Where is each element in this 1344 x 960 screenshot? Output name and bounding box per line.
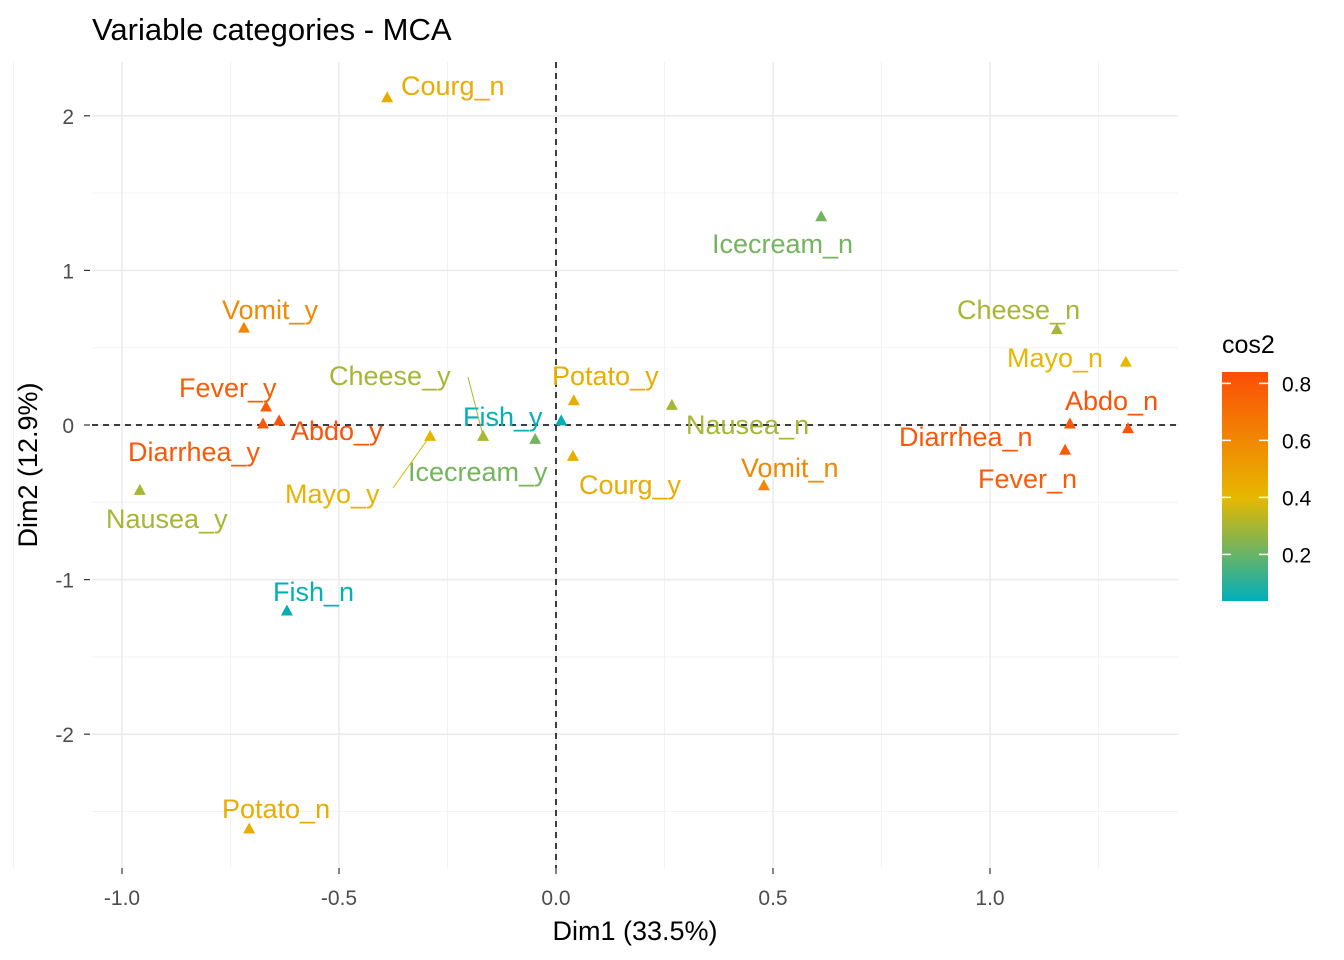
x-tick-label: -1.0 <box>104 887 140 910</box>
point-label: Icecream_y <box>408 457 548 487</box>
chart-title: Variable categories - MCA <box>92 12 452 47</box>
point-marker <box>1059 443 1072 455</box>
point-marker <box>257 417 270 429</box>
legend: cos2 0.2 0.4 0.6 0.8 <box>1222 331 1312 601</box>
point-label: Abdo_y <box>291 416 383 446</box>
point-marker <box>133 483 146 495</box>
point-label: Vomit_y <box>222 295 319 325</box>
point-marker <box>555 414 568 426</box>
point-label: Fever_n <box>978 464 1077 494</box>
x-tick-label: -0.5 <box>321 887 357 910</box>
point-label: Potato_n <box>222 794 330 824</box>
legend-tick-label: 0.6 <box>1282 430 1311 453</box>
point-marker <box>243 822 256 834</box>
label-leader-line <box>392 435 431 489</box>
point-marker <box>381 91 394 103</box>
x-tick-label: 1.0 <box>975 887 1004 910</box>
point-marker <box>424 429 437 441</box>
point-label: Nausea_n <box>686 410 809 440</box>
point-label: Cheese_n <box>957 295 1080 325</box>
point-label: Abdo_n <box>1065 386 1158 416</box>
point-marker <box>273 414 286 426</box>
point-label: Mayo_y <box>285 479 380 509</box>
legend-tick-label: 0.8 <box>1282 373 1311 396</box>
point-marker <box>566 449 579 461</box>
y-axis-label: Dim2 (12.9%) <box>13 382 43 547</box>
point-marker <box>1119 355 1132 367</box>
legend-tick-label: 0.2 <box>1282 544 1311 567</box>
point-marker <box>260 400 273 412</box>
point-label: Diarrhea_y <box>128 437 261 467</box>
point-label: Icecream_n <box>712 229 853 259</box>
point-label: Fever_y <box>179 373 277 403</box>
legend-colorbar <box>1222 372 1268 601</box>
legend-title: cos2 <box>1222 331 1275 359</box>
point-label: Nausea_y <box>106 504 228 534</box>
point-label: Courg_n <box>401 71 505 101</box>
point-label: Cheese_y <box>329 361 451 391</box>
point-label: Vomit_n <box>741 453 839 483</box>
point-label: Fish_y <box>463 402 543 432</box>
legend-tick-label: 0.4 <box>1282 487 1312 510</box>
point-marker <box>529 432 542 444</box>
point-marker <box>815 210 828 222</box>
point-label: Potato_y <box>552 361 659 391</box>
point-marker <box>1050 323 1063 335</box>
x-axis-label: Dim1 (33.5%) <box>552 916 717 946</box>
point-marker <box>1122 422 1135 434</box>
y-tick-label: 1 <box>62 260 74 283</box>
points: Courg_n Icecream_n Cheese_n Mayo_n Abdo_n Dia… <box>106 71 1158 834</box>
label-leader-line <box>467 376 484 436</box>
point-label: Diarrhea_n <box>899 422 1033 452</box>
y-tick-label: 0 <box>62 415 74 438</box>
x-tick-label: 0.0 <box>541 887 570 910</box>
point-marker <box>567 394 580 406</box>
point-marker <box>237 321 250 333</box>
y-tick-label: -1 <box>55 570 74 593</box>
point-marker <box>665 398 678 410</box>
point-label: Courg_y <box>579 470 682 500</box>
point-label: Fish_n <box>273 577 354 607</box>
axes: -1.0 -0.5 0.0 0.5 1.0 -2 -1 0 1 2 <box>55 62 1178 910</box>
y-tick-label: -2 <box>55 724 74 747</box>
point-marker <box>280 604 293 616</box>
point-marker <box>477 429 490 441</box>
y-tick-label: 2 <box>62 106 74 129</box>
point-marker <box>1063 417 1076 429</box>
point-label: Mayo_n <box>1007 343 1103 373</box>
point-marker <box>757 479 770 491</box>
x-tick-label: 0.5 <box>758 887 787 910</box>
